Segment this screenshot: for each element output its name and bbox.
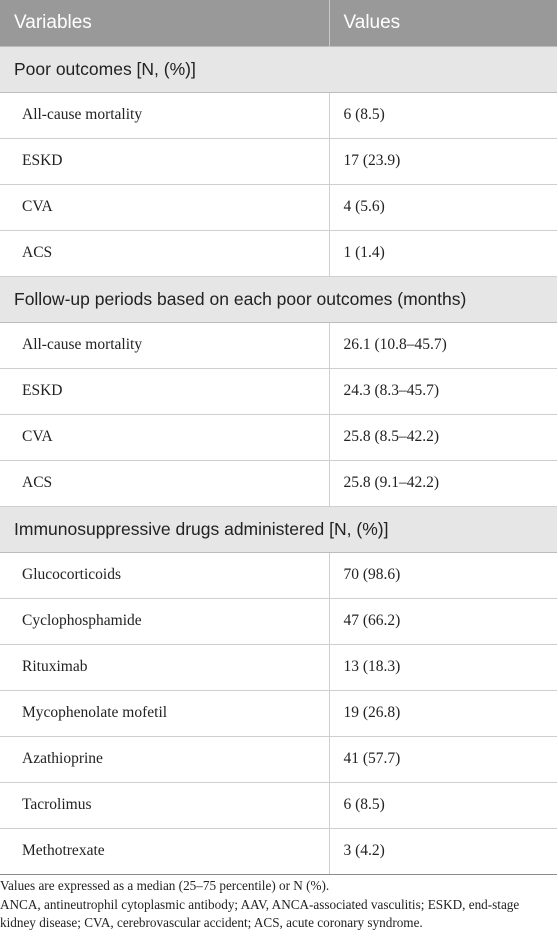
variable-cell: ESKD [0, 368, 329, 415]
value-cell: 6 (8.5) [328, 92, 557, 139]
value-cell: 13 (18.3) [328, 644, 557, 691]
value-cell: 26.1 (10.8–45.7) [328, 322, 557, 369]
footnote-line: Values are expressed as a median (25–75 … [0, 878, 330, 893]
value-cell: 17 (23.9) [328, 138, 557, 185]
value-cell: 41 (57.7) [328, 736, 557, 783]
variable-cell: Glucocorticoids [0, 552, 329, 599]
variable-cell: All-cause mortality [0, 322, 329, 369]
value-cell: 1 (1.4) [328, 230, 557, 277]
section-title: Follow-up periods based on each poor out… [0, 275, 557, 323]
value-cell: 6 (8.5) [328, 782, 557, 829]
table-row: Rituximab 13 (18.3) [0, 644, 557, 691]
variable-cell: Rituximab [0, 644, 329, 691]
table-row: ACS 25.8 (9.1–42.2) [0, 460, 557, 507]
variable-cell: Azathioprine [0, 736, 329, 783]
variable-cell: ACS [0, 460, 329, 507]
table-row: Tacrolimus 6 (8.5) [0, 782, 557, 829]
table-row: CVA 4 (5.6) [0, 184, 557, 231]
table-row: CVA 25.8 (8.5–42.2) [0, 414, 557, 461]
variable-cell: CVA [0, 184, 329, 231]
header-row: Variables Values [0, 0, 557, 46]
variable-cell: Mycophenolate mofetil [0, 690, 329, 737]
table-row: Azathioprine 41 (57.7) [0, 736, 557, 783]
outcomes-table: Variables Values Poor outcomes [N, (%)] … [0, 0, 557, 875]
table-row: ESKD 17 (23.9) [0, 138, 557, 185]
value-cell: 19 (26.8) [328, 690, 557, 737]
table-row: Glucocorticoids 70 (98.6) [0, 552, 557, 599]
table-row: Methotrexate 3 (4.2) [0, 828, 557, 875]
variable-cell: ESKD [0, 138, 329, 185]
header-variables: Variables [0, 0, 330, 46]
value-cell: 4 (5.6) [328, 184, 557, 231]
value-cell: 25.8 (8.5–42.2) [328, 414, 557, 461]
variable-cell: All-cause mortality [0, 92, 329, 139]
table-row: ESKD 24.3 (8.3–45.7) [0, 368, 557, 415]
footnote-line: ANCA, antineutrophil cytoplasmic antibod… [0, 896, 520, 931]
variable-cell: Tacrolimus [0, 782, 329, 829]
value-cell: 24.3 (8.3–45.7) [328, 368, 557, 415]
variable-cell: CVA [0, 414, 329, 461]
variable-cell: Methotrexate [0, 828, 329, 875]
table-footnote: Values are expressed as a median (25–75 … [0, 877, 556, 933]
value-cell: 25.8 (9.1–42.2) [328, 460, 557, 507]
section-row: Poor outcomes [N, (%)] [0, 45, 557, 93]
variable-cell: ACS [0, 230, 329, 277]
table-row: All-cause mortality 6 (8.5) [0, 92, 557, 139]
table-row: Mycophenolate mofetil 19 (26.8) [0, 690, 557, 737]
variable-cell: Cyclophosphamide [0, 598, 329, 645]
section-row: Immunosuppressive drugs administered [N,… [0, 505, 557, 553]
table-row: ACS 1 (1.4) [0, 230, 557, 277]
table-row: Cyclophosphamide 47 (66.2) [0, 598, 557, 645]
section-title: Immunosuppressive drugs administered [N,… [0, 505, 557, 553]
section-row: Follow-up periods based on each poor out… [0, 275, 557, 323]
value-cell: 70 (98.6) [328, 552, 557, 599]
section-title: Poor outcomes [N, (%)] [0, 45, 557, 93]
header-values: Values [329, 0, 557, 46]
value-cell: 47 (66.2) [328, 598, 557, 645]
table-row: All-cause mortality 26.1 (10.8–45.7) [0, 322, 557, 369]
value-cell: 3 (4.2) [328, 828, 557, 875]
